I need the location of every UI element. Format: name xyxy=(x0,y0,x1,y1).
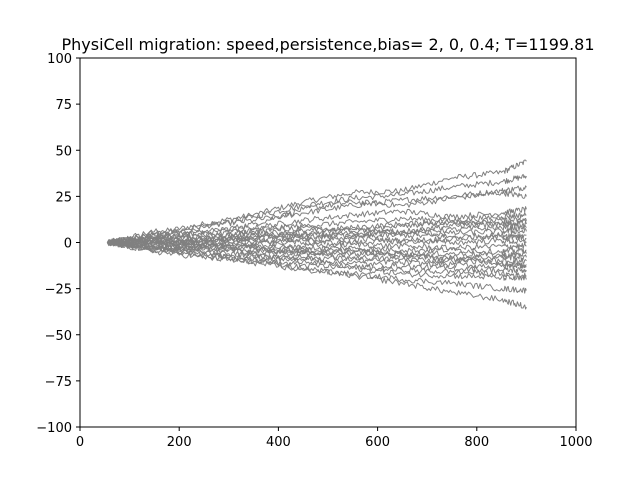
y-tick-label: −50 xyxy=(45,329,72,344)
x-tick-label: 0 xyxy=(76,435,84,450)
y-tick-label: −25 xyxy=(45,283,72,298)
cell-track-24 xyxy=(107,240,527,310)
y-tick-label: −75 xyxy=(45,375,72,390)
cell-track-3 xyxy=(107,185,527,245)
y-tick-label: 50 xyxy=(55,144,72,159)
y-tick-label: 25 xyxy=(55,190,72,205)
x-tick-label: 800 xyxy=(464,435,489,450)
y-tick-label: 75 xyxy=(55,98,72,113)
chart-title: PhysiCell migration: speed,persistence,b… xyxy=(61,35,594,54)
cell-track-5 xyxy=(107,206,527,246)
x-tick-label: 400 xyxy=(266,435,291,450)
plot-lines xyxy=(106,159,527,310)
cell-track-23 xyxy=(106,241,527,294)
x-axis: 0 200 400 600 800 1000 xyxy=(76,427,593,450)
cell-track-25 xyxy=(107,218,527,244)
cell-track-6 xyxy=(107,212,527,244)
cell-track-16 xyxy=(106,239,527,259)
x-tick-label: 1000 xyxy=(559,435,592,450)
cell-track-1 xyxy=(107,159,527,244)
cell-track-26 xyxy=(106,239,527,269)
y-tick-label: 0 xyxy=(64,237,72,252)
x-tick-label: 600 xyxy=(365,435,390,450)
y-tick-label: −100 xyxy=(36,421,72,436)
cell-track-17 xyxy=(106,239,527,261)
x-tick-label: 200 xyxy=(167,435,192,450)
cell-track-22 xyxy=(106,241,527,281)
y-tick-label: 100 xyxy=(47,52,72,67)
y-axis: −100 −75 −50 −25 0 25 50 75 100 xyxy=(36,52,80,436)
